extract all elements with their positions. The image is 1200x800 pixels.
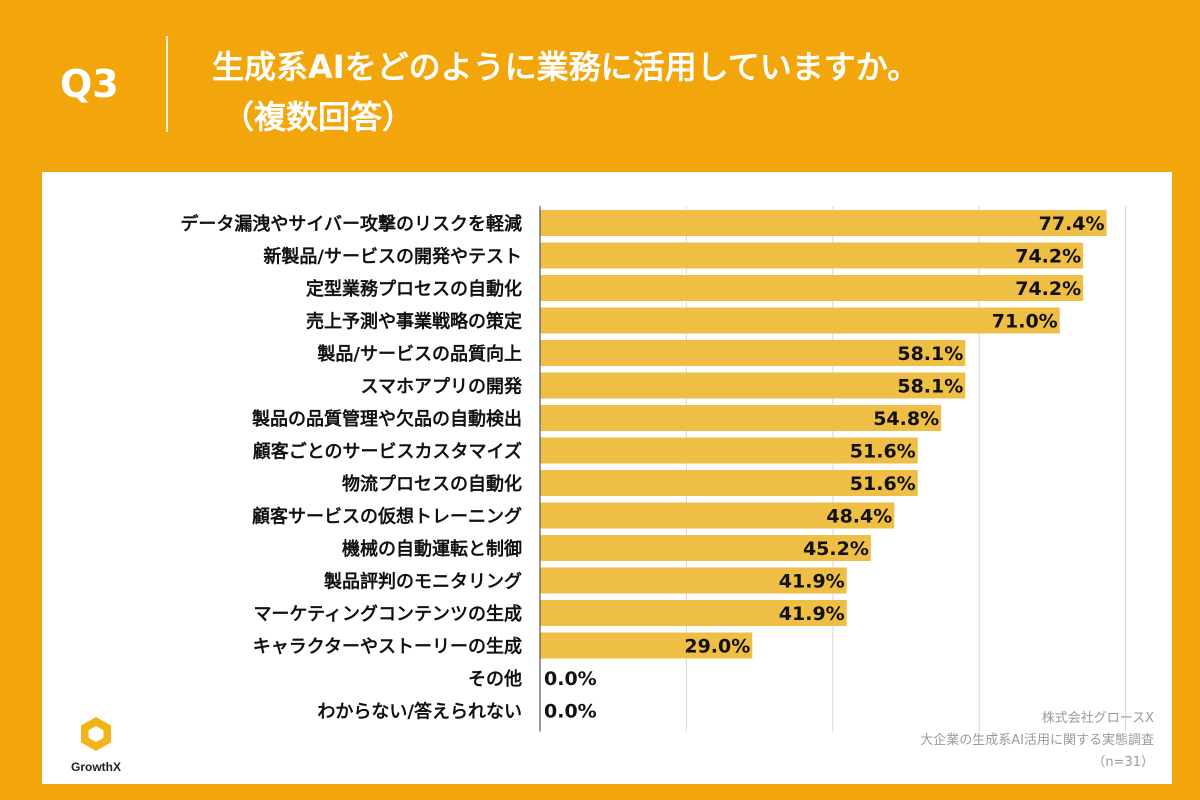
category-label: 新製品/サービスの開発やテスト [263, 246, 522, 268]
value-label: 58.1% [897, 343, 963, 365]
chart-panel: 77.4% データ漏洩やサイバー攻撃のリスクを軽減 74.2% 新製品/サービスの開発… [42, 172, 1172, 784]
category-label: 顧客サービスの仮想トレーニング [252, 506, 522, 528]
category-label: キャラクターやストーリーの生成 [253, 636, 522, 658]
value-label: 54.8% [873, 408, 939, 430]
question-title: 生成系AIをどのように業務に活用していますか。 （複数回答） [212, 42, 919, 142]
category-label: スマホアプリの開発 [361, 376, 523, 398]
value-label: 51.6% [850, 473, 916, 495]
bar [540, 242, 1084, 269]
bar [540, 437, 918, 464]
category-label: 製品評判のモニタリング [323, 571, 522, 593]
value-label: 58.1% [897, 376, 963, 398]
bar [540, 275, 1084, 301]
value-label: 74.2% [1015, 278, 1081, 300]
bar [540, 307, 1060, 334]
question-number: Q3 [60, 62, 119, 106]
category-label: データ漏洩やサイバー攻撃のリスクを軽減 [180, 213, 522, 235]
value-label: 51.6% [850, 441, 916, 463]
category-label: 製品/サービスの品質向上 [316, 343, 522, 365]
value-label: 0.0% [544, 668, 597, 690]
bar [540, 502, 895, 529]
value-label: 74.2% [1015, 246, 1081, 268]
value-label: 71.0% [992, 311, 1058, 333]
bar-chart: 77.4% データ漏洩やサイバー攻撃のリスクを軽減 74.2% 新製品/サービスの開発… [180, 206, 1127, 732]
category-label: 売上予測や事業戦略の策定 [306, 311, 522, 333]
category-label: 物流プロセスの自動化 [342, 473, 522, 495]
header-divider [166, 36, 168, 132]
bar [540, 567, 847, 594]
footnote: 株式会社グロースX 大企業の生成系AI活用に関する実態調査 （n=31） [920, 708, 1154, 774]
category-label: 顧客ごとのサービスカスタマイズ [253, 441, 522, 463]
bar [540, 405, 942, 431]
bar [540, 340, 966, 366]
bar [540, 372, 966, 399]
footnote-company: 株式会社グロースX [1041, 711, 1154, 726]
bar [540, 535, 871, 561]
value-label: 48.4% [826, 506, 892, 528]
bar [540, 470, 918, 496]
value-label: 45.2% [803, 538, 869, 560]
logo-text: GrowthX [71, 760, 121, 774]
hexagon-logo-icon [81, 717, 111, 751]
value-label: 0.0% [544, 701, 597, 723]
value-label: 29.0% [684, 636, 750, 658]
category-label: わからない/答えられない [317, 701, 522, 723]
question-title-line1: 生成系AIをどのように業務に活用していますか。 [212, 48, 920, 86]
category-label: 製品の品質管理や欠品の自動検出 [251, 408, 522, 430]
question-title-line2: （複数回答） [222, 98, 415, 136]
category-label: マーケティングコンテンツの生成 [253, 603, 522, 625]
value-label: 77.4% [1039, 213, 1105, 235]
footnote-sample-size: （n=31） [1092, 755, 1154, 770]
value-label: 41.9% [779, 571, 845, 593]
footnote-survey: 大企業の生成系AI活用に関する実態調査 [920, 733, 1154, 748]
bar [540, 632, 753, 659]
value-label: 41.9% [779, 603, 845, 625]
category-label: 定型業務プロセスの自動化 [306, 278, 522, 300]
category-label: その他 [468, 668, 522, 690]
bar [540, 210, 1107, 236]
growthx-logo: GrowthX [56, 714, 136, 774]
header: Q3 生成系AIをどのように業務に活用していますか。 （複数回答） [0, 0, 1200, 165]
category-label: 機械の自動運転と制御 [342, 538, 522, 560]
bar [540, 600, 847, 626]
